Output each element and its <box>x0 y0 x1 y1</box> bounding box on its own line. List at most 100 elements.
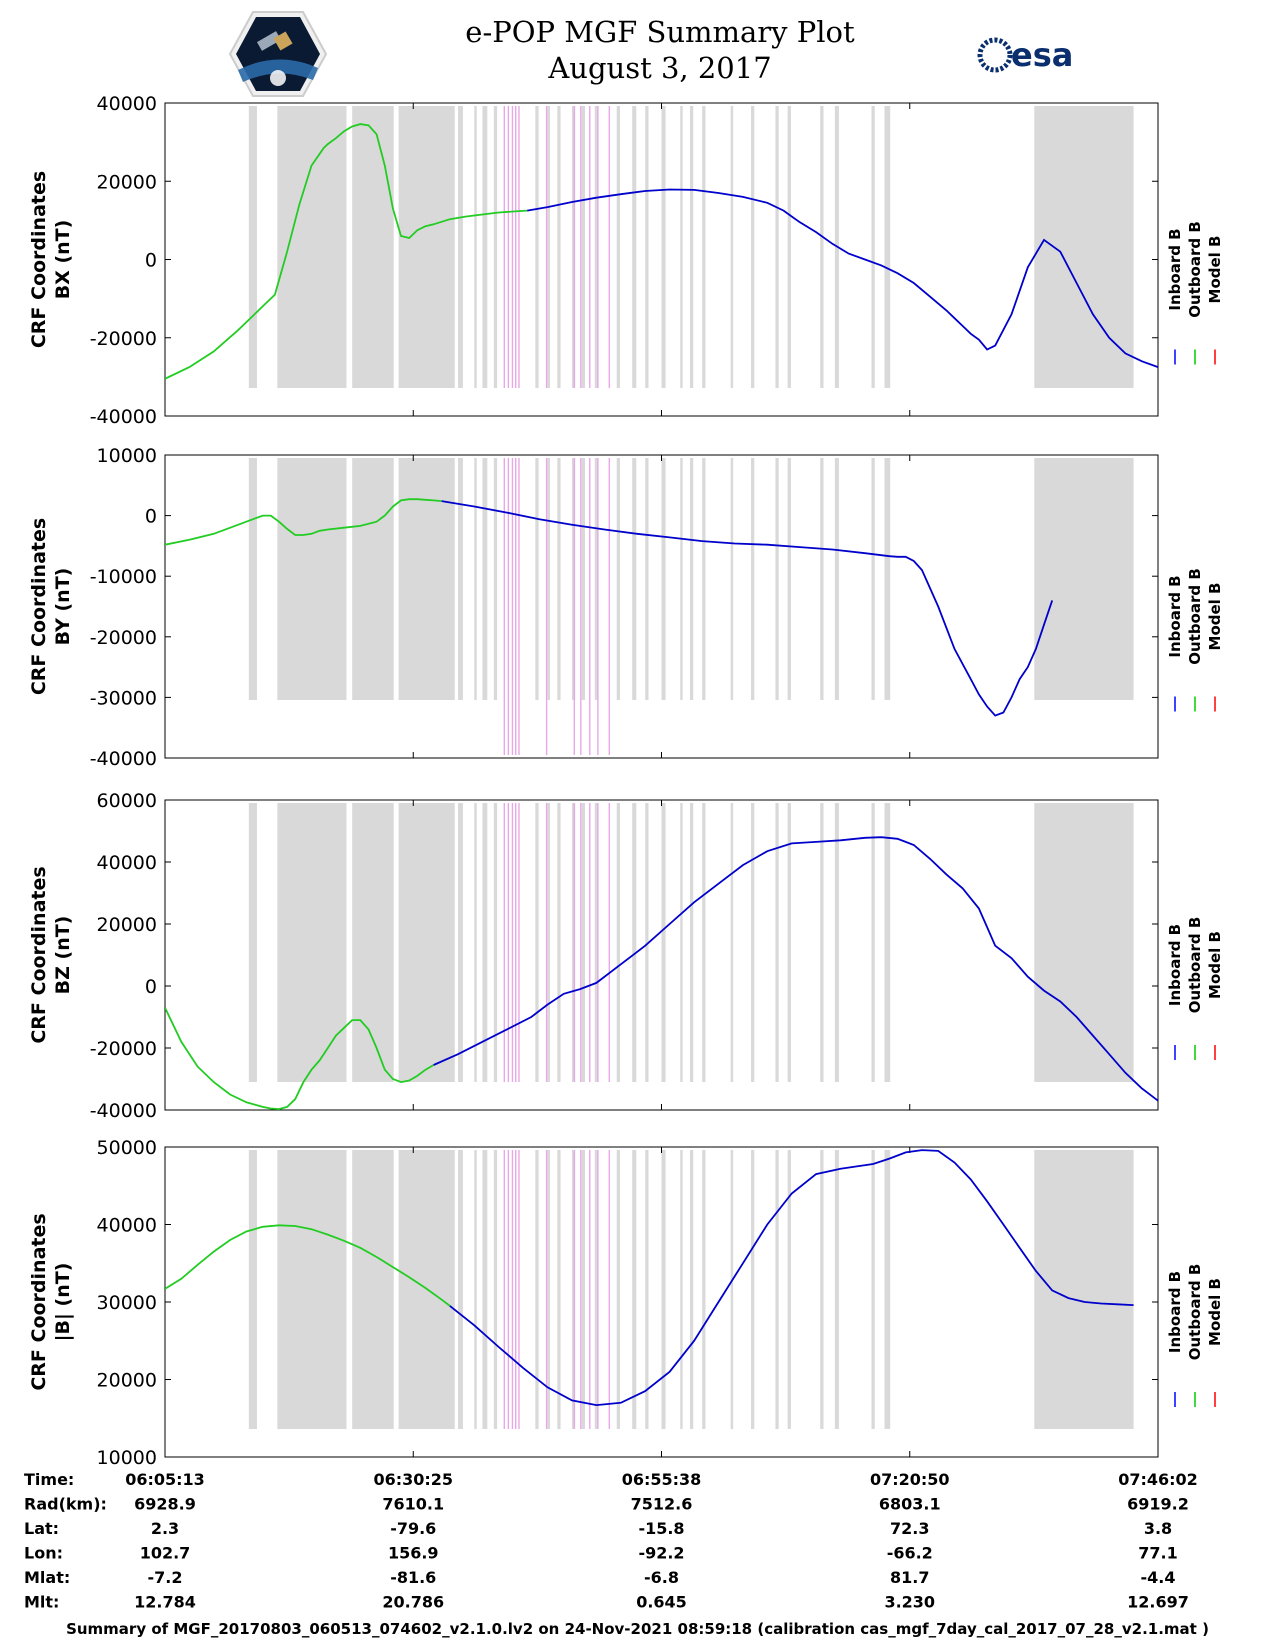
info-cell: 06:55:38 <box>622 1470 702 1489</box>
data-gap-band <box>616 458 620 700</box>
flag-line <box>514 1150 517 1429</box>
y-axis-label-line1: CRF Coordinates <box>28 1213 50 1390</box>
flag-line <box>608 1150 610 1429</box>
data-gap-band <box>482 458 488 700</box>
legend-label: Model B <box>1206 1278 1224 1346</box>
data-gap-band <box>352 458 394 700</box>
flag-line <box>573 458 575 755</box>
data-gap-band <box>458 106 463 388</box>
data-gap-band <box>787 458 791 700</box>
data-gap-band <box>702 458 706 700</box>
data-gap-band <box>493 1150 498 1429</box>
info-row-label: Time: <box>24 1470 74 1489</box>
flag-line <box>545 106 548 388</box>
data-gap-band <box>458 458 463 700</box>
data-gap-band <box>834 803 839 1082</box>
data-gap-band <box>820 1150 824 1429</box>
data-gap-band <box>775 803 779 1082</box>
y-tick-label: -40000 <box>90 1100 157 1122</box>
flag-line <box>545 803 548 1082</box>
data-gap-band <box>581 803 585 1082</box>
footer-caption: Summary of MGF_20170803_060513_074602_v2… <box>66 1620 1209 1638</box>
info-cell: 81.7 <box>890 1568 929 1587</box>
flag-line <box>597 803 599 1082</box>
y-tick-label: 40000 <box>97 852 157 874</box>
info-cell: 6919.2 <box>1127 1495 1189 1514</box>
flag-line <box>580 803 582 1082</box>
flag-line <box>503 106 505 388</box>
flag-line <box>573 1150 575 1429</box>
data-gap-band <box>535 803 539 1082</box>
data-gap-band <box>581 1150 585 1429</box>
flag-line <box>580 1150 582 1429</box>
data-gap-band <box>661 1150 666 1429</box>
legend-label: Inboard B <box>1166 924 1184 1006</box>
flag-line <box>507 803 510 1082</box>
data-gap-band <box>820 458 824 700</box>
flag-line <box>589 803 591 1082</box>
info-cell: 12.697 <box>1127 1593 1189 1612</box>
info-cell: 6928.9 <box>134 1495 196 1514</box>
series-line-inboard-b <box>449 1149 1134 1407</box>
data-gap-band <box>730 458 734 700</box>
flag-line <box>608 803 610 1082</box>
flag-line <box>514 106 517 388</box>
info-cell: 12.784 <box>134 1593 196 1612</box>
data-gap-band <box>834 458 839 700</box>
data-gap-band <box>702 1150 706 1429</box>
flag-line <box>580 458 582 755</box>
y-tick-label: 40000 <box>97 1215 157 1237</box>
series-line-inboard-b <box>433 836 1158 1102</box>
data-gap-band <box>820 106 824 388</box>
info-cell: 3.8 <box>1144 1519 1172 1538</box>
data-gap-band <box>594 1150 599 1429</box>
y-tick-label: 10000 <box>97 445 157 467</box>
data-gap-band <box>689 458 694 700</box>
info-cell: 7512.6 <box>631 1495 693 1514</box>
flag-line <box>518 458 520 755</box>
data-gap-band <box>557 803 561 1082</box>
info-cell: -66.2 <box>887 1544 933 1563</box>
data-gap-band <box>547 803 550 1082</box>
y-tick-label: 0 <box>145 250 157 272</box>
info-cell: 72.3 <box>890 1519 929 1538</box>
panel-2: -40000 -30000 -20000 -10000 0 10000 CRF Coordi… <box>28 445 1224 770</box>
data-gap-band <box>493 803 498 1082</box>
data-gap-band <box>787 106 791 388</box>
panel-1: -40000 -20000 0 20000 40000 CRF Coordinates BX… <box>28 93 1224 428</box>
data-gap-band <box>248 1150 257 1429</box>
data-gap-band <box>834 1150 839 1429</box>
info-cell: -15.8 <box>638 1519 684 1538</box>
flag-line <box>503 1150 505 1429</box>
info-row-label: Mlt: <box>24 1593 59 1612</box>
data-gap-band <box>787 1150 791 1429</box>
data-gap-band <box>645 803 649 1082</box>
y-axis-label: CRF Coordinates BZ (nT) <box>28 866 74 1043</box>
data-gap-band <box>787 803 791 1082</box>
series-line-inboard-b <box>527 188 1158 369</box>
info-cell: -81.6 <box>390 1568 436 1587</box>
y-tick-label: 30000 <box>97 1292 157 1314</box>
data-gap-band <box>751 1150 755 1429</box>
data-gap-band <box>680 458 683 700</box>
data-gap-band <box>645 458 649 700</box>
info-cell: 7610.1 <box>382 1495 444 1514</box>
data-gap-band <box>493 458 498 700</box>
data-gap-band <box>248 803 257 1082</box>
data-gap-band <box>645 1150 649 1429</box>
flag-line <box>507 458 510 755</box>
data-gap-band <box>632 106 637 388</box>
flag-line <box>514 803 517 1082</box>
data-gap-band <box>458 1150 463 1429</box>
data-gap-band <box>775 1150 779 1429</box>
legend-label: Inboard B <box>1166 1271 1184 1353</box>
info-cell: 0.645 <box>636 1593 687 1612</box>
info-cell: -79.6 <box>390 1519 436 1538</box>
flag-line <box>597 458 599 755</box>
info-cell: 20.786 <box>382 1593 444 1612</box>
series-line-outboard-b <box>165 1007 435 1110</box>
data-gap-band <box>820 803 824 1082</box>
y-axis-label-line1: CRF Coordinates <box>28 171 50 348</box>
flag-line <box>545 1150 548 1429</box>
legend-label: Model B <box>1206 236 1224 304</box>
